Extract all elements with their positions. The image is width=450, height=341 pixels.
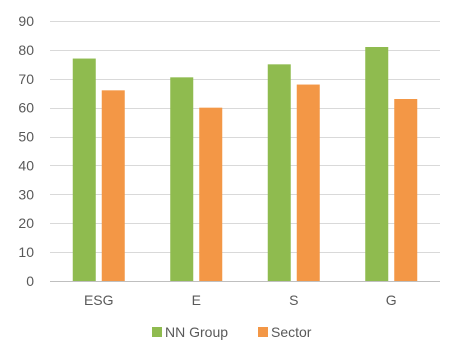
x-tick-label: ESG [84, 292, 114, 308]
y-tick-label: 60 [18, 100, 34, 116]
y-tick-label: 50 [18, 129, 34, 145]
y-tick-label: 70 [18, 71, 34, 87]
legend-label: NN Group [165, 324, 228, 340]
bar-sector-esg [101, 90, 125, 281]
y-tick-label: 30 [18, 186, 34, 202]
bar-sector-e [199, 107, 223, 282]
y-tick-label: 90 [18, 13, 34, 29]
legend-label: Sector [271, 324, 312, 340]
legend-swatch [152, 327, 162, 337]
y-tick-label: 40 [18, 157, 34, 173]
bar-sector-s [296, 84, 320, 281]
bar-nn-group-g [365, 47, 389, 281]
y-tick-label: 10 [18, 244, 34, 260]
x-tick-label: S [289, 292, 298, 308]
x-tick-label: G [386, 292, 397, 308]
bar-sector-g [394, 99, 418, 281]
legend: NN Group Sector [152, 324, 312, 340]
bar-nn-group-s [267, 64, 291, 281]
y-axis-tick-labels: 0 10 20 30 40 50 60 70 80 90 [18, 13, 34, 289]
bar-nn-group-e [170, 77, 194, 281]
x-tick-label: E [192, 292, 201, 308]
x-axis-tick-labels: ESG E S G [84, 292, 397, 308]
y-tick-label: 80 [18, 42, 34, 58]
legend-swatch [258, 327, 268, 337]
bars [72, 47, 418, 282]
bar-nn-group-esg [72, 58, 96, 281]
y-tick-label: 20 [18, 215, 34, 231]
y-tick-label: 0 [26, 273, 34, 289]
